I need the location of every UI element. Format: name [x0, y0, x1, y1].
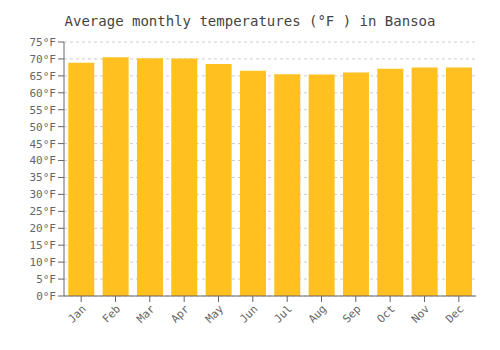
svg-text:Mar: Mar — [134, 302, 158, 326]
svg-text:5°F: 5°F — [36, 273, 56, 286]
svg-text:Nov: Nov — [409, 302, 433, 326]
svg-text:May: May — [203, 302, 227, 326]
svg-text:50°F: 50°F — [30, 121, 57, 134]
svg-text:10°F: 10°F — [30, 256, 57, 269]
svg-text:Feb: Feb — [100, 302, 123, 325]
svg-text:Sep: Sep — [340, 302, 363, 325]
svg-text:Jul: Jul — [272, 302, 295, 325]
svg-text:Jan: Jan — [66, 302, 89, 325]
svg-text:65°F: 65°F — [30, 70, 57, 83]
svg-text:55°F: 55°F — [30, 104, 57, 117]
svg-text:75°F: 75°F — [30, 36, 57, 49]
svg-text:Oct: Oct — [375, 302, 398, 325]
html-text:Average monthly temperatures (: Average monthly temperatures (°F ) in Ba… — [64, 13, 436, 29]
svg-text:35°F: 35°F — [30, 171, 57, 184]
svg-text:20°F: 20°F — [30, 222, 57, 235]
svg-text:Apr: Apr — [169, 302, 193, 326]
svg-text:Aug: Aug — [306, 302, 329, 325]
svg-text:70°F: 70°F — [30, 53, 57, 66]
svg-text:30°F: 30°F — [30, 188, 57, 201]
svg-text:Jun: Jun — [237, 302, 260, 325]
svg-text:60°F: 60°F — [30, 87, 57, 100]
svg-text:0°F: 0°F — [36, 290, 56, 303]
svg-text:25°F: 25°F — [30, 205, 57, 218]
svg-text:15°F: 15°F — [30, 239, 57, 252]
svg-text:45°F: 45°F — [30, 138, 57, 151]
svg-text:Dec: Dec — [443, 302, 466, 325]
svg-text:40°F: 40°F — [30, 154, 57, 167]
